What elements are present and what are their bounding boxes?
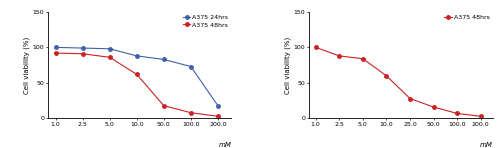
A375 24hrs xyxy=(106,48,112,50)
A375 48hrs xyxy=(360,58,366,60)
Y-axis label: Cell viability (%): Cell viability (%) xyxy=(23,37,30,94)
A375 24hrs xyxy=(161,59,167,60)
A375 48hrs xyxy=(336,55,342,57)
Line: A375 24hrs: A375 24hrs xyxy=(54,46,220,107)
A375 24hrs xyxy=(80,47,86,49)
A375 24hrs xyxy=(134,55,140,57)
A375 48hrs xyxy=(454,112,460,114)
A375 24hrs xyxy=(52,46,59,48)
A375 24hrs xyxy=(188,66,194,67)
A375 48hrs xyxy=(312,46,318,48)
A375 48hrs xyxy=(215,115,221,117)
Text: mM: mM xyxy=(480,142,492,148)
Text: mM: mM xyxy=(218,142,232,148)
Legend: A375 24hrs, A375 48hrs: A375 24hrs, A375 48hrs xyxy=(180,12,231,30)
Line: A375 48hrs: A375 48hrs xyxy=(54,51,220,118)
A375 48hrs xyxy=(430,106,436,108)
Legend: A375 48hrs: A375 48hrs xyxy=(442,12,492,23)
A375 48hrs xyxy=(188,112,194,114)
A375 48hrs xyxy=(407,98,413,99)
A375 48hrs xyxy=(80,53,86,55)
A375 48hrs xyxy=(106,56,112,58)
A375 24hrs xyxy=(215,105,221,107)
A375 48hrs xyxy=(478,115,484,117)
A375 48hrs xyxy=(52,52,59,54)
Line: A375 48hrs: A375 48hrs xyxy=(314,46,482,118)
A375 48hrs xyxy=(161,105,167,107)
Y-axis label: Cell viability (%): Cell viability (%) xyxy=(284,37,290,94)
A375 48hrs xyxy=(134,73,140,75)
A375 48hrs xyxy=(384,75,390,77)
